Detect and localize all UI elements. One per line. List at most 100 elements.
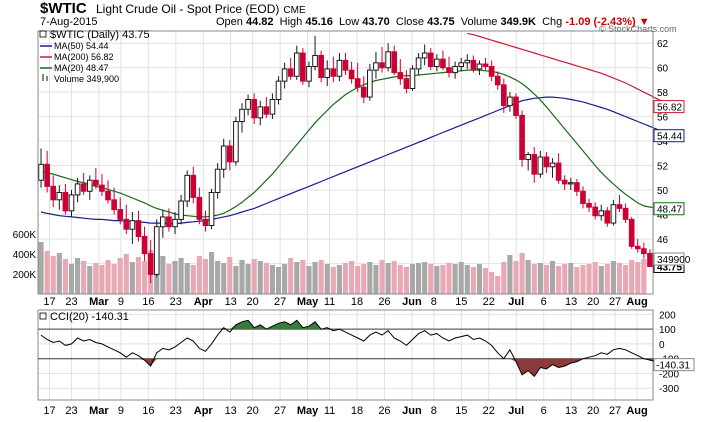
- x-tick-label: Aug: [626, 296, 647, 308]
- candle-body: [293, 52, 300, 77]
- candle: [360, 76, 367, 104]
- candle: [592, 202, 598, 220]
- volume-bar: [330, 267, 336, 294]
- x-tick-label: 15: [455, 296, 467, 308]
- candle: [519, 110, 525, 167]
- ma20-line: [40, 69, 669, 218]
- candle-body: [257, 106, 264, 119]
- x-tick-label: Jul: [508, 296, 524, 308]
- x-tick-label: 27: [609, 296, 621, 308]
- candle-body: [543, 156, 550, 168]
- volume-bar: [562, 264, 568, 294]
- candle-body: [458, 62, 465, 67]
- candle-body: [62, 191, 69, 212]
- x-tick-label: 18: [351, 296, 363, 308]
- candle-body: [494, 75, 501, 86]
- volume-tick-label: 600K: [13, 230, 37, 241]
- candle: [202, 210, 209, 232]
- cci-overbought-fill: [41, 320, 669, 330]
- candle-body: [561, 179, 568, 185]
- change-label: Chg: [542, 16, 563, 28]
- candle: [50, 175, 57, 208]
- candle: [147, 240, 154, 283]
- candle-body: [202, 218, 209, 226]
- candle: [421, 44, 428, 66]
- x-tick-label: Jul: [508, 405, 524, 417]
- candle: [214, 163, 221, 199]
- cci-tick-label: -300: [659, 384, 679, 395]
- candle: [488, 60, 495, 82]
- candle-body: [488, 65, 495, 77]
- x-tick-label: May: [297, 405, 319, 417]
- cci-oversold-fill: [41, 358, 669, 377]
- candle-body: [336, 59, 343, 77]
- volume-bar: [397, 265, 403, 294]
- x-tick-label: 9: [118, 296, 124, 308]
- volume-tick-label: 200K: [13, 270, 37, 281]
- x-tick-label: 22: [483, 296, 495, 308]
- candle: [561, 175, 568, 191]
- candle-body: [196, 196, 203, 220]
- x-tick-label: May: [297, 296, 319, 308]
- volume-bar: [300, 260, 306, 294]
- candle-body: [141, 236, 148, 255]
- candle-body: [360, 86, 367, 98]
- legend-volume: Volume 349,900: [54, 74, 119, 84]
- candle: [403, 70, 410, 94]
- x-tick-label: 17: [43, 296, 55, 308]
- volume-bar: [263, 263, 269, 294]
- candle-body: [634, 245, 641, 250]
- volume-bar: [574, 267, 580, 294]
- x-tick-label: 26: [378, 405, 390, 417]
- ma50-tag-text: 54.44: [657, 132, 682, 143]
- volume-bar: [513, 261, 519, 294]
- candle-body: [135, 220, 142, 238]
- candle: [141, 226, 148, 261]
- cci-tick-label: 100: [659, 325, 676, 336]
- volume-bar: [379, 260, 385, 294]
- ma50-tag-box: [653, 129, 685, 143]
- volume-bar: [580, 265, 586, 294]
- volume-bar: [452, 264, 458, 294]
- candle: [586, 198, 592, 213]
- candle: [610, 199, 617, 226]
- x-tick-label: 18: [351, 405, 363, 417]
- volume-bar: [629, 260, 635, 294]
- candle-body: [507, 96, 513, 107]
- candle-body: [306, 65, 312, 82]
- change-value: -1.09 (-2.43%): [565, 16, 636, 28]
- high-value: 45.16: [305, 16, 333, 28]
- volume-bar: [269, 265, 275, 294]
- candle: [178, 194, 184, 225]
- close-value: 43.75: [427, 16, 455, 28]
- volume-bar: [135, 257, 142, 294]
- x-tick-label: Apr: [194, 405, 214, 417]
- candle-body: [220, 145, 227, 170]
- volume-bar: [422, 262, 428, 294]
- candle: [507, 92, 513, 112]
- ma20-tag-box: [653, 202, 685, 216]
- cci-panel-frame: [37, 309, 654, 401]
- candle-body: [330, 68, 337, 77]
- price-tick-label: 46: [657, 235, 669, 246]
- volume-bar: [227, 257, 233, 294]
- candle: [616, 194, 623, 213]
- volume-bar: [288, 258, 294, 294]
- candle: [233, 116, 239, 166]
- candle-body: [184, 174, 190, 202]
- candle: [269, 93, 276, 120]
- axes: 17 17 23 23 Mar Mar 9 9 16 16 23 23 Apr Apr 13 13 20 20 27…: [13, 30, 679, 417]
- candlesticks: [38, 35, 653, 283]
- candle-body: [421, 52, 428, 59]
- candle: [111, 187, 117, 215]
- candle-body: [342, 59, 349, 71]
- volume-bar: [93, 263, 99, 294]
- candle: [306, 61, 312, 88]
- volume-bar: [251, 259, 257, 294]
- price-tick-label: 54: [657, 137, 669, 148]
- candle: [440, 50, 446, 71]
- x-tick-label: Jun: [402, 296, 422, 308]
- x-tick-label: 23: [170, 296, 182, 308]
- candle-body: [129, 220, 136, 230]
